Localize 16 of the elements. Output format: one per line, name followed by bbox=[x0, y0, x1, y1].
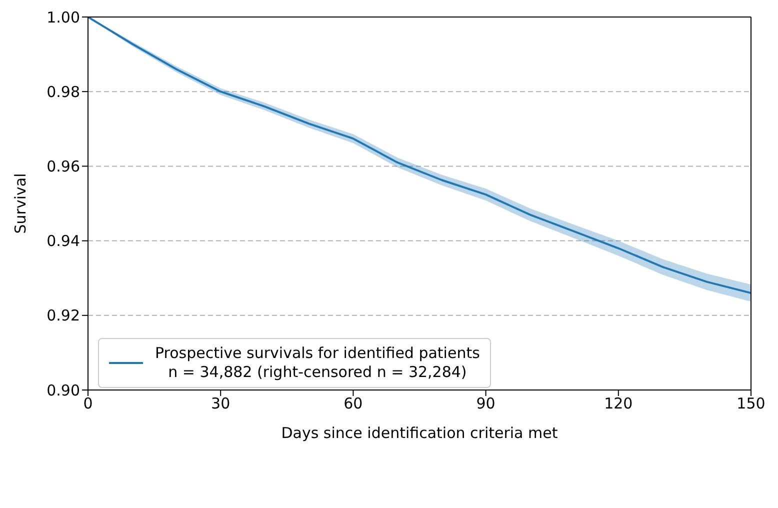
y-tick-label: 0.96 bbox=[46, 158, 80, 176]
x-tick-label: 30 bbox=[211, 394, 230, 413]
annotation: n = 34,882 (right-censored n = 32,284) bbox=[167, 363, 468, 382]
y-tick-label: 1.00 bbox=[46, 8, 80, 26]
x-tick-label: 0 bbox=[83, 394, 93, 413]
x-tick-label: 150 bbox=[736, 394, 766, 413]
y-tick-label: 0.98 bbox=[46, 82, 80, 101]
y-tick-label: 0.92 bbox=[46, 306, 80, 325]
y-tick-label: 0.90 bbox=[46, 381, 80, 400]
x-tick-label: 120 bbox=[604, 394, 633, 413]
x-tick-label: 90 bbox=[476, 394, 496, 413]
x-tick-label: 60 bbox=[344, 394, 363, 413]
y-tick-label: 0.94 bbox=[46, 232, 80, 250]
y-axis-title: Survival bbox=[11, 173, 30, 234]
legend-label: Prospective survivals for identified patients bbox=[155, 344, 480, 363]
x-axis-title: Days since identification criteria met bbox=[281, 424, 558, 442]
